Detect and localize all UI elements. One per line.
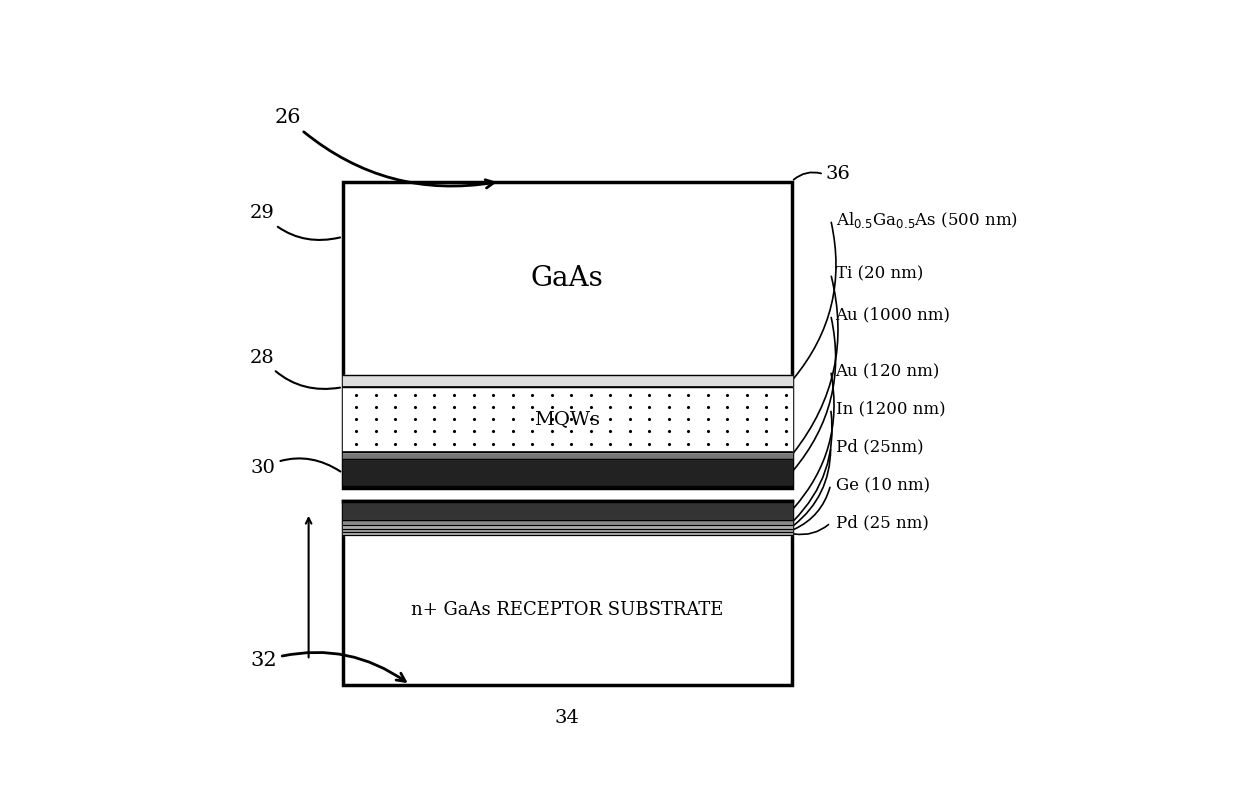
Text: 32: 32 <box>251 651 405 681</box>
Text: Al$_{0.5}$Ga$_{0.5}$As (500 nm): Al$_{0.5}$Ga$_{0.5}$As (500 nm) <box>836 210 1017 230</box>
Bar <box>342 182 792 489</box>
Text: Pd (25nm): Pd (25nm) <box>836 438 923 455</box>
Bar <box>342 501 792 685</box>
Text: GaAs: GaAs <box>531 265 603 292</box>
Text: 29: 29 <box>251 204 340 240</box>
Text: 30: 30 <box>251 458 340 477</box>
Text: In (1200 nm): In (1200 nm) <box>836 400 946 417</box>
Text: n+ GaAs RECEPTOR SUBSTRATE: n+ GaAs RECEPTOR SUBSTRATE <box>410 601 724 619</box>
Text: Au (120 nm): Au (120 nm) <box>836 362 940 379</box>
Text: Au (1000 nm): Au (1000 nm) <box>836 306 951 324</box>
Text: MQWs: MQWs <box>534 410 601 428</box>
Text: 36: 36 <box>826 165 851 183</box>
Text: 26: 26 <box>274 108 494 188</box>
Text: Ti (20 nm): Ti (20 nm) <box>836 265 923 282</box>
Text: 34: 34 <box>555 709 579 728</box>
Text: Ge (10 nm): Ge (10 nm) <box>836 477 929 493</box>
Text: Pd (25 nm): Pd (25 nm) <box>836 514 928 532</box>
Text: 28: 28 <box>251 348 340 389</box>
